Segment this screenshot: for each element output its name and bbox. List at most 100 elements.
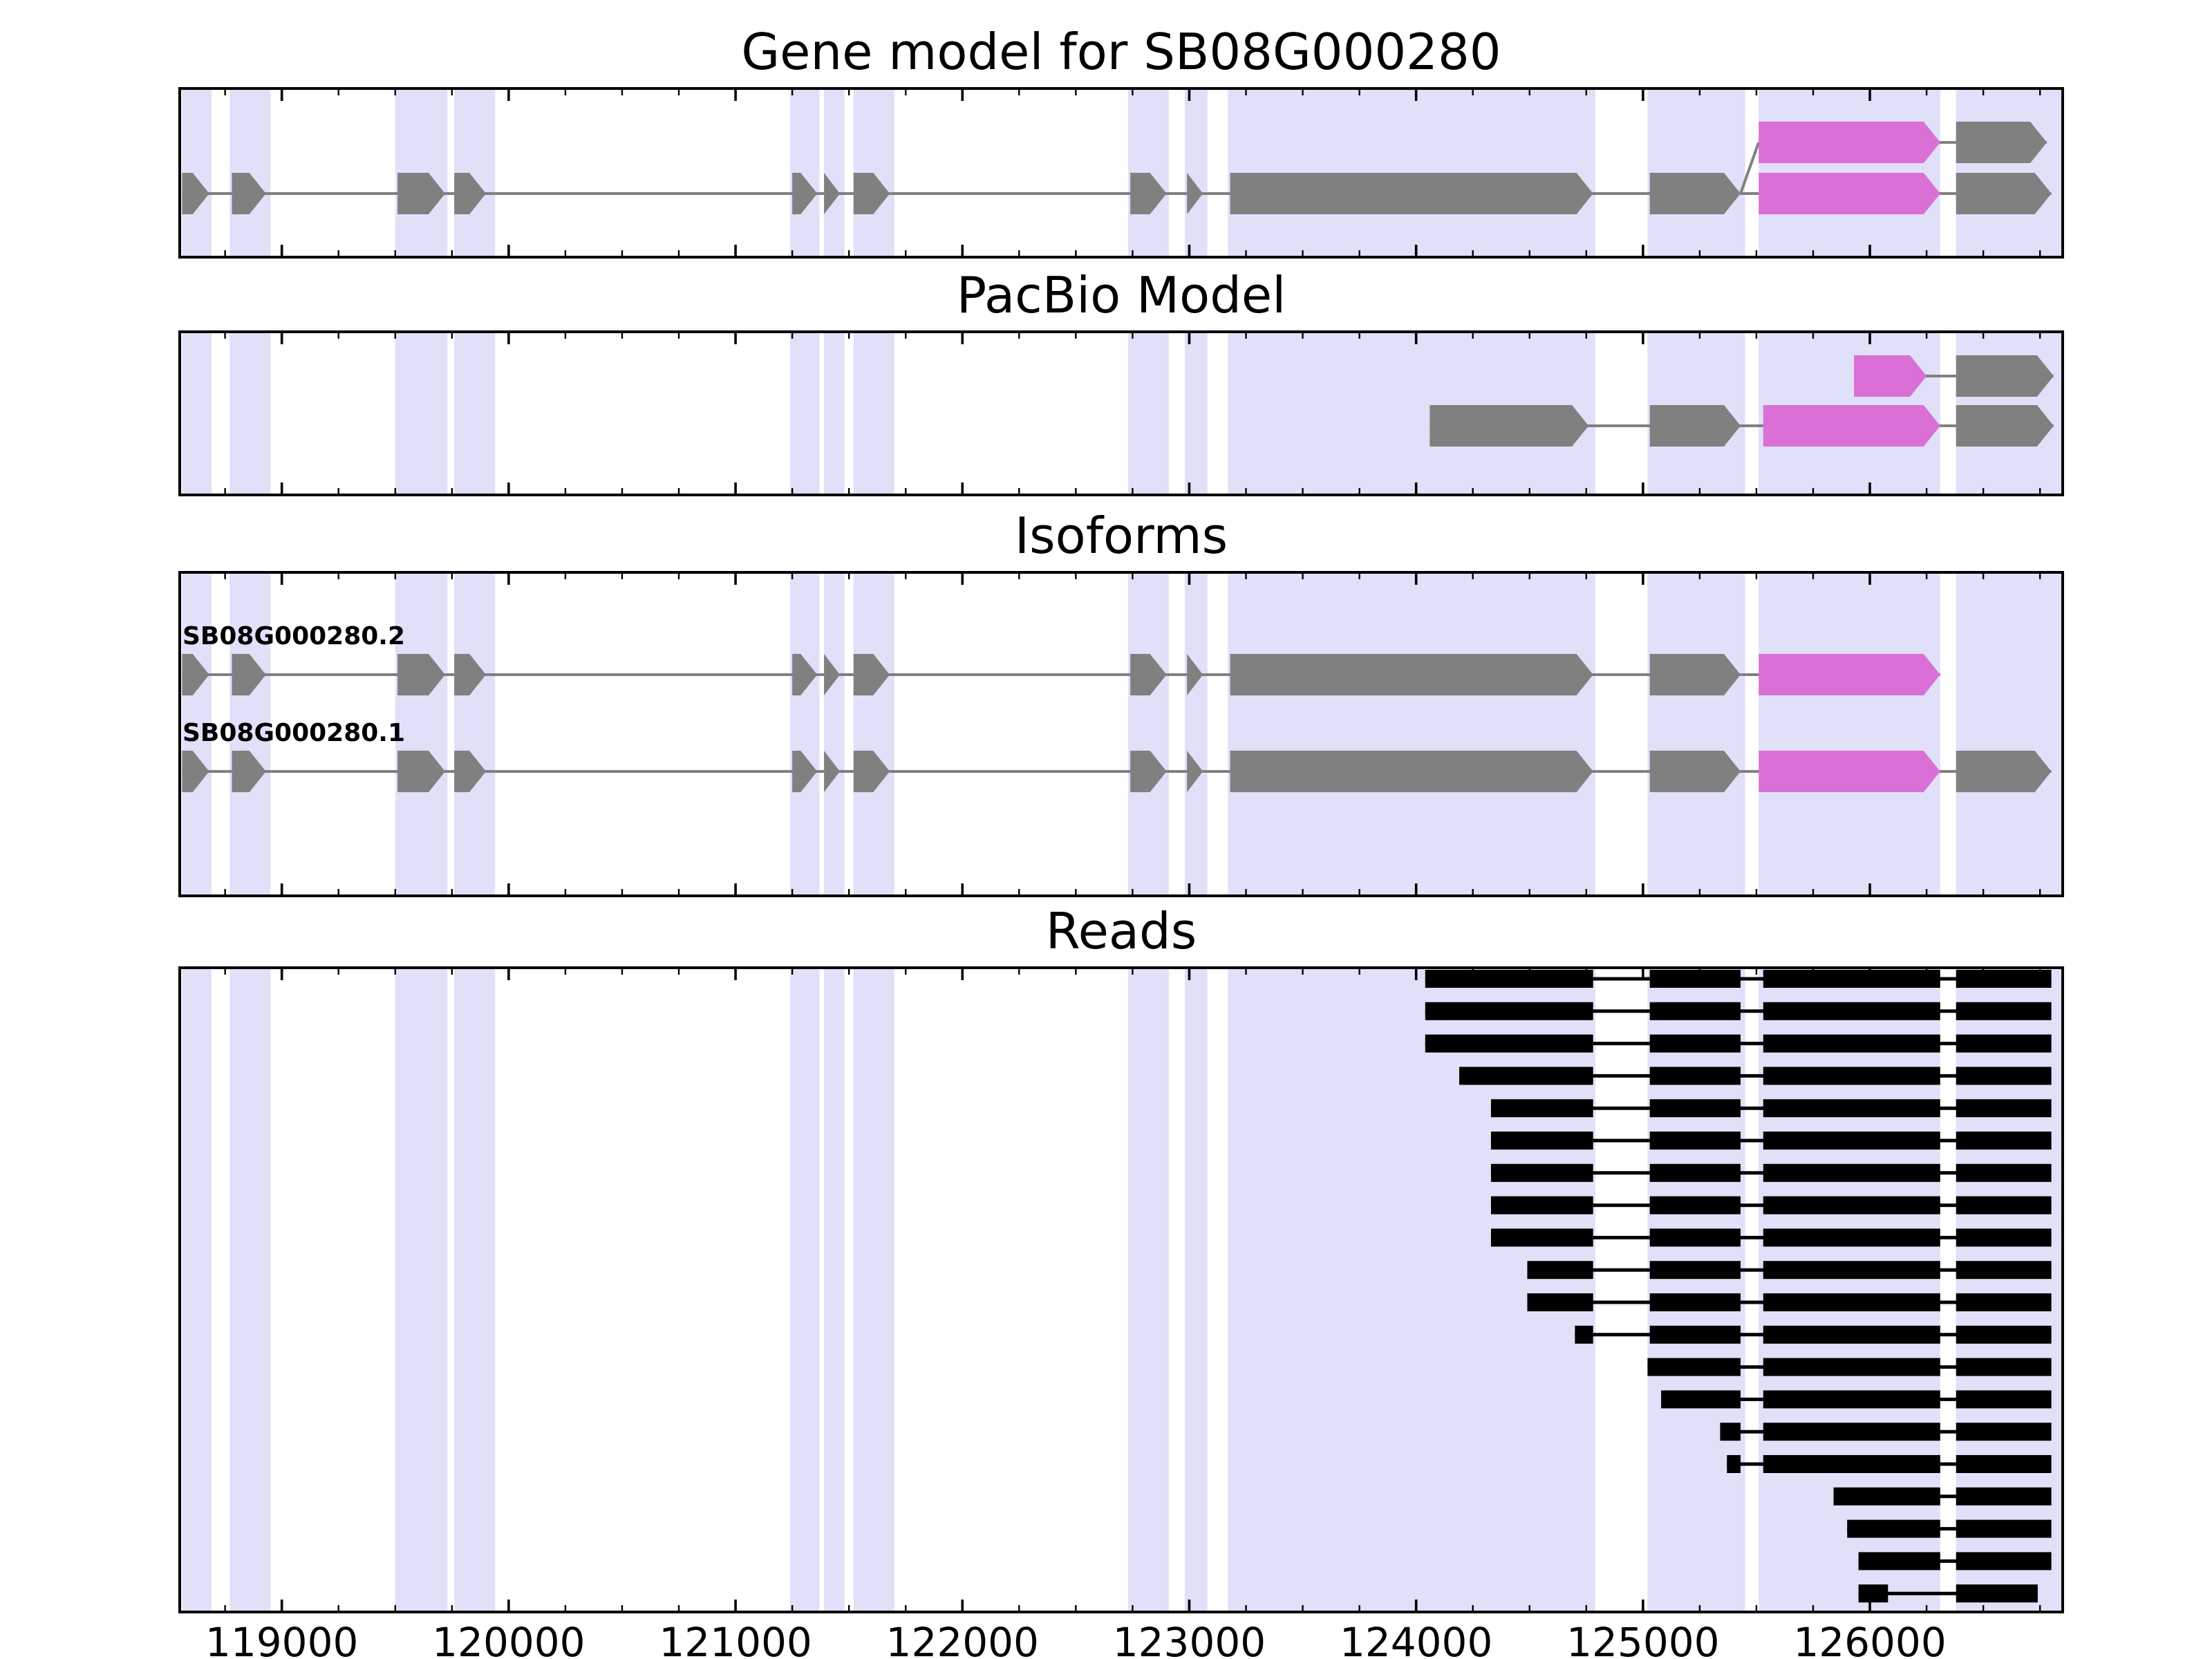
read-block: [1956, 1358, 2052, 1376]
exon-highlight-band: [454, 332, 496, 495]
exon-block: [853, 654, 890, 695]
x-tick-label: 122000: [886, 1619, 1039, 1659]
read-block: [1763, 1034, 1940, 1053]
isoform-label: SB08G000280.2: [182, 622, 405, 650]
exon-highlight-band: [1184, 88, 1208, 257]
exon-highlight-band: [229, 332, 271, 495]
exon-block: [454, 751, 487, 792]
exon-highlight-band: [454, 572, 496, 896]
exon-highlight-band: [182, 968, 212, 1612]
exon-block: [232, 751, 266, 792]
exon-highlight-band: [1127, 968, 1169, 1612]
read-block: [1763, 1358, 1940, 1376]
exon-block: [1649, 173, 1741, 214]
exon-block: [1956, 173, 2052, 214]
read-block: [1649, 1002, 1741, 1020]
exon-highlight-band: [824, 572, 845, 896]
alt-end-connector-line: [1739, 142, 1761, 194]
exon-highlight-band: [395, 968, 448, 1612]
read-block: [1956, 1067, 2052, 1085]
exon-block: [397, 751, 445, 792]
read-block: [1649, 1261, 1741, 1280]
exon-block: [1230, 751, 1593, 792]
axis-ticks-layer: [224, 88, 2041, 1612]
read-block: [1425, 1034, 1593, 1053]
read-block: [1763, 1196, 1940, 1215]
panel-title-reads: Reads: [1046, 902, 1197, 960]
exon-highlight-band: [789, 332, 820, 495]
exon-block: [1956, 405, 2054, 447]
exon-highlight-band: [1184, 332, 1208, 495]
read-block: [1763, 1261, 1940, 1280]
read-block: [1763, 1423, 1940, 1441]
read-block: [1956, 1390, 2052, 1409]
read-block: [1649, 1132, 1741, 1150]
read-block: [1858, 1552, 1940, 1571]
exon-highlight-band: [824, 332, 845, 495]
read-block: [1649, 1034, 1741, 1053]
exon-block: [1430, 405, 1589, 447]
read-block: [1956, 1519, 2052, 1538]
read-block: [1527, 1261, 1593, 1280]
exon-highlight-band: [395, 572, 448, 896]
exon-block: [853, 751, 890, 792]
x-tick-label: 124000: [1340, 1619, 1492, 1659]
exon-block: [792, 751, 818, 792]
read-block: [1956, 970, 2052, 988]
read-block: [1727, 1455, 1741, 1473]
read-block: [1956, 1228, 2052, 1247]
isoform-label: SB08G000280.1: [182, 719, 405, 747]
read-block: [1956, 1034, 2052, 1053]
read-block: [1956, 1099, 2052, 1118]
read-block: [1649, 970, 1741, 988]
panel-title-gene-model: Gene model for SB08G000280: [741, 23, 1501, 81]
exon-block: [182, 751, 209, 792]
exon-highlight-band: [1184, 968, 1208, 1612]
x-tick-label: 125000: [1566, 1619, 1719, 1659]
read-block: [1649, 1228, 1741, 1247]
exon-block: [1956, 751, 2052, 792]
read-block: [1647, 1358, 1741, 1376]
read-block: [1720, 1423, 1741, 1441]
exon-block: [1649, 654, 1741, 695]
exon-block: [792, 654, 818, 695]
exon-block: [824, 751, 841, 792]
exon-block: [397, 173, 445, 214]
exon-block: [824, 654, 841, 695]
exon-block: [1956, 355, 2054, 397]
read-block: [1649, 1067, 1741, 1085]
utr-exon-block: [1759, 751, 1940, 792]
exon-block: [1187, 751, 1203, 792]
exon-highlight-band: [229, 572, 271, 896]
exon-highlight-band: [182, 572, 212, 896]
exon-block: [182, 173, 209, 214]
exon-highlight-band: [182, 332, 212, 495]
text-labels-layer: 119000 120000 121000 122000 123000 124000 1250…: [182, 622, 1947, 1659]
exon-block: [232, 654, 266, 695]
x-tick-label: 119000: [205, 1619, 358, 1659]
exon-block: [1956, 122, 2047, 163]
exon-highlight-band: [853, 572, 894, 896]
exon-highlight-band: [1647, 968, 1745, 1612]
read-block: [1649, 1293, 1741, 1311]
read-block: [1763, 1228, 1940, 1247]
read-block: [1425, 970, 1593, 988]
read-block: [1956, 1002, 2052, 1020]
read-block: [1490, 1228, 1593, 1247]
exon-highlight-band: [789, 968, 820, 1612]
panel-frame-gene-model: [178, 87, 2064, 259]
read-block: [1956, 1552, 2052, 1571]
read-block: [1763, 1132, 1940, 1150]
exon-block: [853, 173, 890, 214]
read-block: [1661, 1390, 1741, 1409]
exon-block: [454, 654, 487, 695]
read-block: [1763, 1067, 1940, 1085]
read-block: [1763, 1325, 1940, 1344]
panel-title-pacbio: PacBio Model: [957, 266, 1286, 324]
read-block: [1763, 1002, 1940, 1020]
exon-block: [1230, 654, 1593, 695]
read-block: [1956, 1455, 2052, 1473]
exon-block: [1230, 173, 1593, 214]
panel-frames-layer: [178, 87, 2064, 1613]
